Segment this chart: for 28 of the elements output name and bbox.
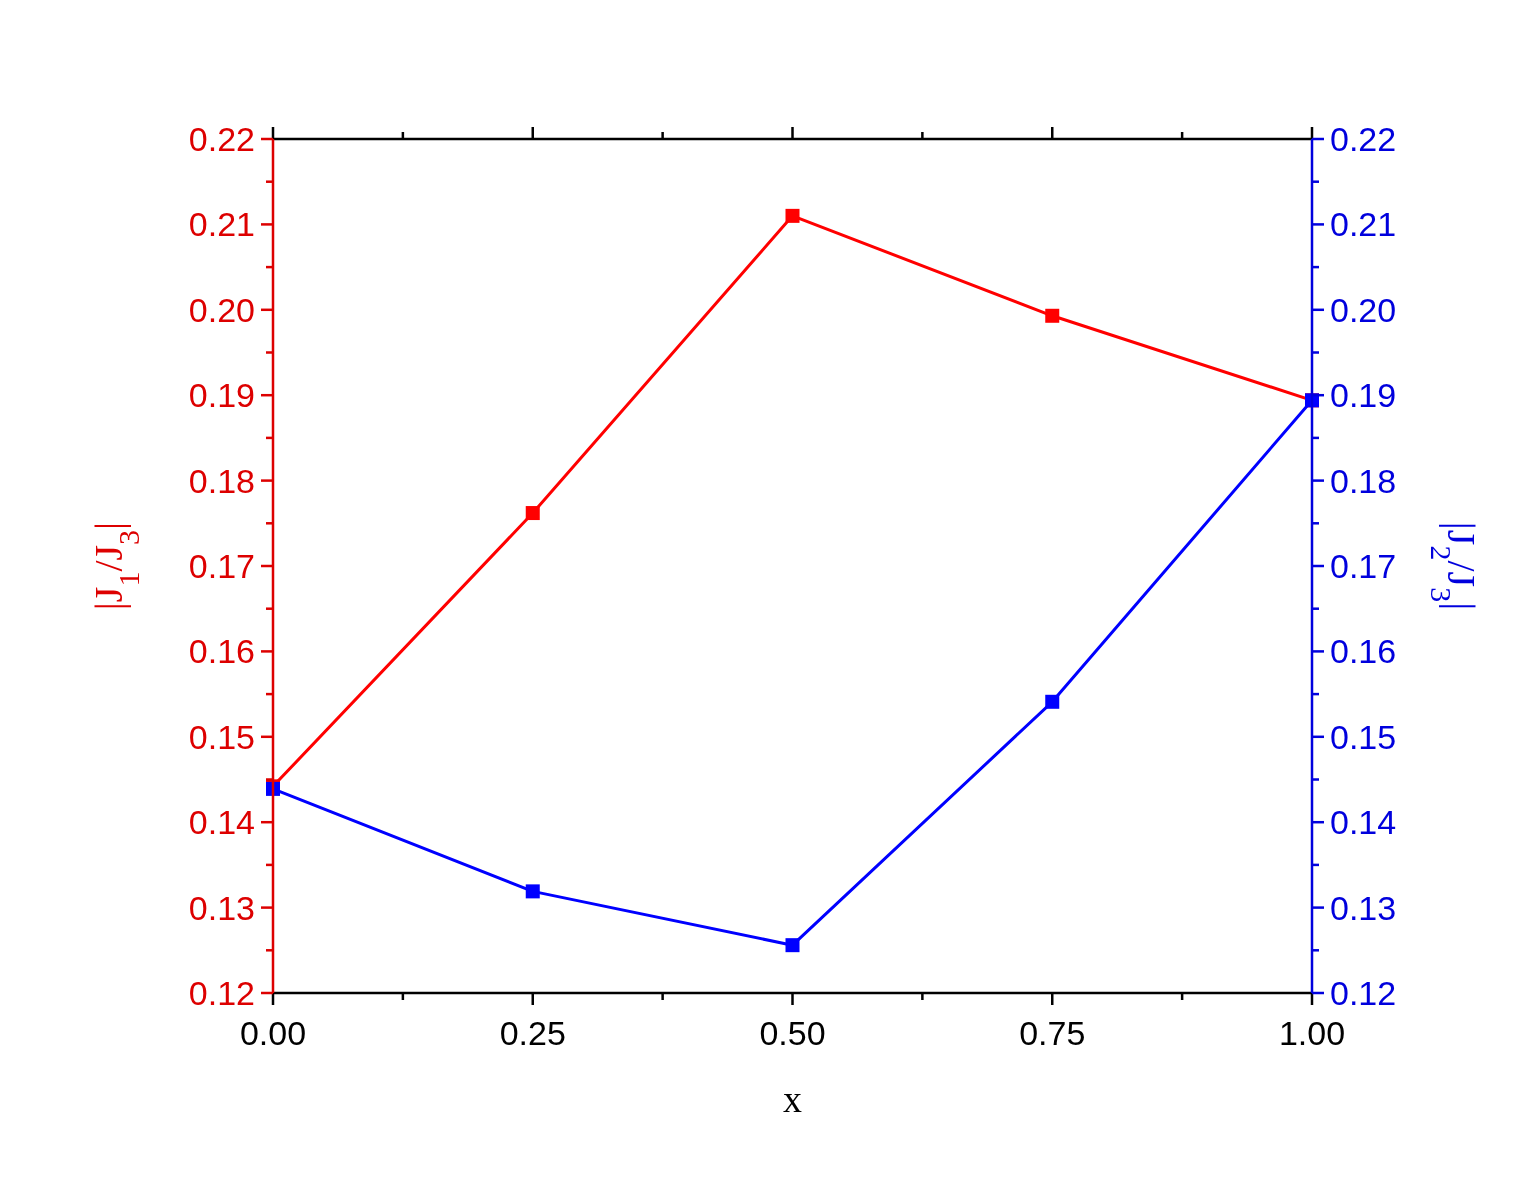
x-tick-label: 0.50 [759, 1014, 826, 1052]
y2-tick-label: 0.16 [1330, 632, 1397, 671]
y2-tick-label: 0.12 [1330, 974, 1397, 1012]
y-tick-label: 0.12 [188, 974, 255, 1012]
y2-tick-label: 0.15 [1330, 717, 1397, 756]
y-tick-label: 0.19 [188, 376, 255, 415]
y-tick-label: 0.21 [188, 205, 255, 244]
y2-tick-label: 0.20 [1330, 290, 1397, 329]
y-tick-label: 0.15 [188, 717, 255, 756]
y-tick-label: 0.14 [188, 803, 255, 842]
x-axis-title: x [783, 1078, 802, 1120]
y-tick-label: 0.18 [188, 461, 255, 500]
y2-tick-label: 0.14 [1330, 803, 1397, 842]
y-tick-label: 0.17 [188, 547, 255, 585]
y2-tick-label: 0.18 [1330, 461, 1397, 500]
y2-tick-label: 0.13 [1330, 888, 1397, 927]
y-tick-label: 0.22 [188, 120, 255, 158]
y-tick-label: 0.16 [188, 632, 255, 671]
y-tick-label: 0.20 [188, 290, 255, 329]
y2-tick-label: 0.19 [1330, 376, 1397, 415]
y2-tick-label: 0.17 [1330, 547, 1397, 585]
x-tick-label: 1.00 [1278, 1014, 1346, 1052]
x-tick-label: 0.00 [239, 1014, 307, 1052]
y2-tick-label: 0.22 [1330, 120, 1397, 158]
x-tick-label: 0.75 [1019, 1014, 1086, 1052]
x-tick-label: 0.25 [499, 1014, 566, 1052]
y2-tick-label: 0.21 [1330, 205, 1397, 244]
y-tick-label: 0.13 [188, 888, 255, 927]
